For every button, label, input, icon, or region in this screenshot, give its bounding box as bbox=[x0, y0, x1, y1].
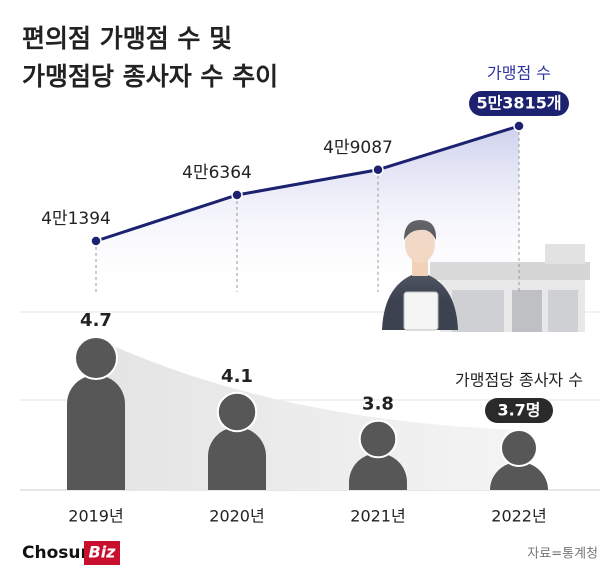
value-label: 4만1394 bbox=[41, 209, 111, 229]
value-label: 3.8 bbox=[362, 394, 394, 415]
line bbox=[95, 124, 520, 243]
store-window bbox=[548, 290, 578, 332]
value-label: 4.1 bbox=[221, 366, 253, 387]
figure-head bbox=[500, 429, 538, 467]
value-badge bbox=[485, 398, 553, 423]
figure-body bbox=[208, 427, 266, 490]
value-label: 5만3815개 bbox=[476, 94, 561, 113]
logo-box bbox=[84, 541, 120, 565]
trend-area bbox=[96, 338, 519, 490]
x-tick-label: 2022년 bbox=[491, 507, 546, 526]
series-name: 가맹점당 종사자 수 bbox=[455, 371, 583, 390]
figure-head bbox=[74, 336, 118, 380]
x-tick-label: 2021년 bbox=[350, 507, 405, 526]
series-name: 가맹점 수 bbox=[487, 64, 551, 83]
value-label: 4만6364 bbox=[182, 163, 252, 183]
title-line: 가맹점당 종사자 수 추이 bbox=[22, 62, 278, 91]
figure-body bbox=[67, 375, 125, 490]
point bbox=[372, 164, 384, 176]
figure-head bbox=[358, 419, 398, 459]
x-tick-label: 2019년 bbox=[68, 507, 123, 526]
point bbox=[513, 120, 525, 132]
figure-head bbox=[216, 391, 258, 433]
point bbox=[90, 235, 102, 247]
value-label: 3.7명 bbox=[497, 401, 540, 420]
point bbox=[231, 189, 243, 201]
source: 자료=통계청 bbox=[527, 547, 598, 562]
store-roof bbox=[545, 244, 585, 264]
logo-text: Biz bbox=[89, 543, 117, 562]
figure-body bbox=[349, 453, 407, 490]
title-line: 편의점 가맹점 수 및 bbox=[22, 24, 232, 53]
value-label: 4.7 bbox=[80, 310, 112, 331]
figure-body bbox=[490, 462, 548, 490]
logo-text: Chosun bbox=[22, 543, 93, 563]
x-tick-label: 2020년 bbox=[209, 507, 264, 526]
value-label: 4만9087 bbox=[323, 138, 393, 158]
value-badge bbox=[469, 91, 569, 116]
line-area bbox=[96, 126, 519, 300]
